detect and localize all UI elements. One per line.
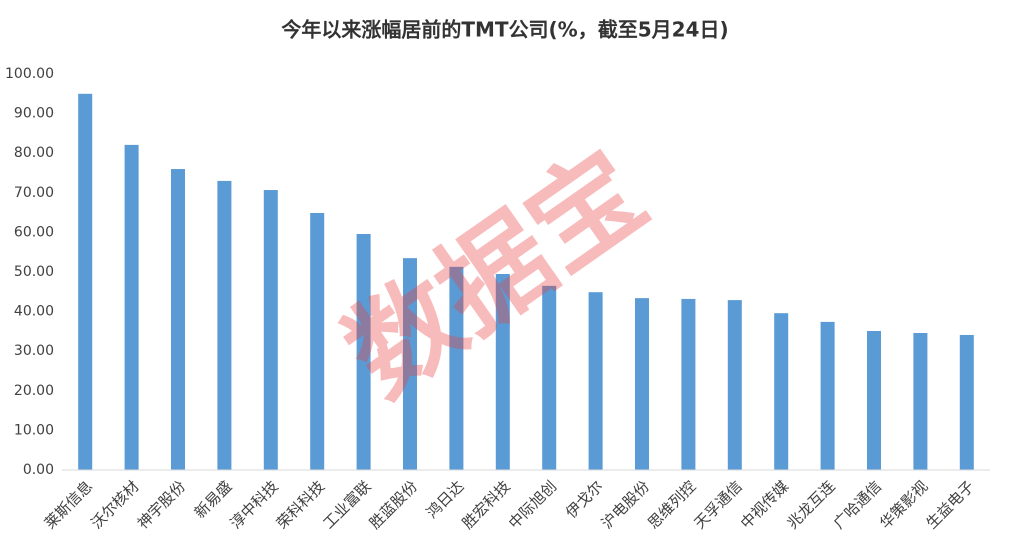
x-tick-label: 兆龙互连: [783, 477, 838, 532]
bar: [217, 180, 232, 471]
bar: [681, 298, 696, 470]
bar: [310, 212, 325, 470]
bar: [774, 313, 789, 470]
bar: [588, 292, 603, 470]
x-tick-label: 中际旭创: [505, 477, 560, 532]
x-tick-label: 中视传媒: [737, 477, 792, 532]
y-tick-label: 100.00: [5, 66, 54, 82]
watermark: 数据宝: [324, 127, 668, 421]
bar: [403, 258, 417, 470]
x-tick-label: 莱斯信息: [41, 477, 96, 532]
y-tick-label: 60.00: [14, 224, 54, 240]
bar: [867, 331, 881, 470]
bar: [356, 233, 371, 470]
y-tick-label: 10.00: [14, 422, 54, 438]
x-tick-label: 生益电子: [923, 477, 978, 532]
x-tick-label: 沃尔核材: [87, 477, 142, 532]
bar: [913, 332, 928, 470]
bar: [171, 169, 185, 471]
x-tick-label: 伊戈尔: [562, 477, 607, 522]
x-tick-label: 荣科科技: [273, 477, 328, 532]
bar: [78, 93, 93, 471]
x-tick-label: 胜宏科技: [459, 477, 514, 532]
y-tick-label: 50.00: [14, 264, 54, 280]
x-tick-label: 神宇股份: [134, 477, 189, 532]
y-tick-label: 40.00: [14, 304, 54, 320]
chart-title: 今年以来涨幅居前的TMT公司(%，截至5月24日): [281, 18, 728, 42]
x-tick-label: 胜蓝股份: [366, 477, 421, 532]
x-tick-label: 工业富联: [319, 477, 374, 532]
bar: [263, 190, 278, 470]
y-tick-label: 70.00: [14, 185, 54, 201]
x-tick-label: 淳中科技: [227, 477, 282, 532]
x-tick-label: 思维列控: [644, 477, 699, 532]
x-tick-label: 鸿日达: [423, 477, 468, 522]
y-tick-label: 20.00: [14, 383, 54, 399]
x-tick-label: 新易盛: [191, 477, 236, 522]
x-tick-label: 天孚通信: [691, 477, 746, 532]
bar: [124, 144, 139, 470]
y-tick-label: 30.00: [14, 343, 54, 359]
bar: [959, 334, 974, 470]
x-tick-label: 广哈通信: [830, 477, 885, 532]
bar: [727, 300, 742, 470]
y-tick-label: 0.00: [23, 462, 54, 478]
bar: [495, 273, 510, 470]
y-tick-label: 80.00: [14, 145, 54, 161]
x-tick-label: 沪电股份: [598, 477, 653, 532]
bar: [542, 285, 557, 470]
x-tick-label: 华策影视: [876, 477, 931, 532]
y-tick-label: 90.00: [14, 106, 54, 122]
bar: [635, 298, 649, 470]
bar: [449, 266, 464, 470]
bar: [820, 321, 835, 470]
